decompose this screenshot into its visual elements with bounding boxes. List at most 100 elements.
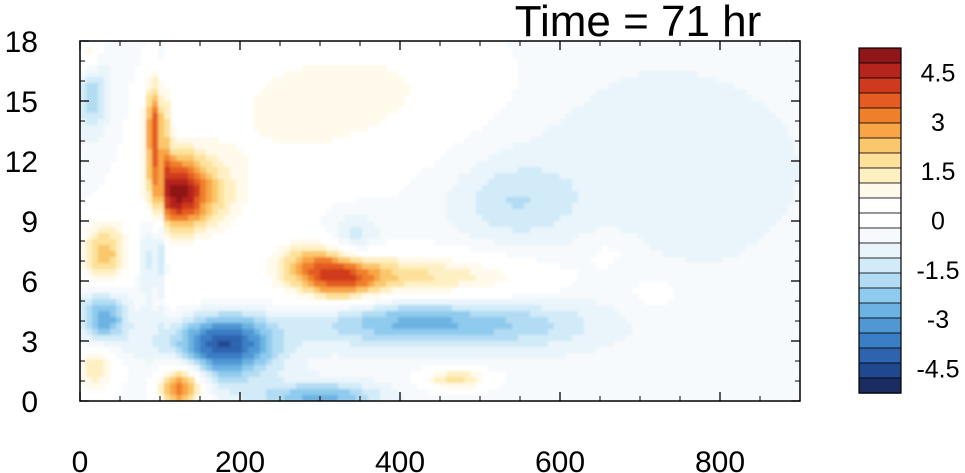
heatmap-cell <box>80 311 87 318</box>
heatmap-cell <box>590 155 597 162</box>
heatmap-cell <box>620 263 627 270</box>
heatmap-cell <box>440 317 447 324</box>
heatmap-cell <box>668 305 675 312</box>
heatmap-cell <box>512 305 519 312</box>
heatmap-cell <box>230 389 237 396</box>
heatmap-cell <box>326 275 333 282</box>
heatmap-cell <box>434 269 441 276</box>
heatmap-cell <box>494 227 501 234</box>
heatmap-cell <box>506 377 513 384</box>
heatmap-cell <box>200 359 207 366</box>
heatmap-cell <box>332 305 339 312</box>
heatmap-cell <box>386 77 393 84</box>
heatmap-cell <box>278 323 285 330</box>
heatmap-cell <box>746 239 753 246</box>
heatmap-cell <box>338 359 345 366</box>
heatmap-cell <box>518 95 525 102</box>
heatmap-cell <box>722 155 729 162</box>
heatmap-cell <box>188 335 195 342</box>
heatmap-cell <box>344 101 351 108</box>
heatmap-cell <box>566 203 573 210</box>
heatmap-cell <box>158 47 165 54</box>
heatmap-cell <box>692 257 699 264</box>
heatmap-cell <box>434 347 441 354</box>
heatmap-cell <box>554 377 561 384</box>
heatmap-cell <box>326 263 333 270</box>
heatmap-cell <box>650 371 657 378</box>
heatmap-cell <box>488 323 495 330</box>
heatmap-cell <box>92 335 99 342</box>
heatmap-cell <box>620 221 627 228</box>
heatmap-cell <box>212 347 219 354</box>
heatmap-cell <box>164 197 171 204</box>
heatmap-cell <box>746 365 753 372</box>
heatmap-cell <box>440 173 447 180</box>
heatmap-cell <box>632 293 639 300</box>
heatmap-cell <box>494 215 501 222</box>
heatmap-cell <box>140 155 147 162</box>
heatmap-cell <box>686 359 693 366</box>
heatmap-cell <box>716 371 723 378</box>
heatmap-cell <box>140 287 147 294</box>
heatmap-cell <box>716 41 723 48</box>
heatmap-cell <box>146 89 153 96</box>
heatmap-cell <box>236 335 243 342</box>
heatmap-cell <box>182 191 189 198</box>
heatmap-cell <box>620 275 627 282</box>
heatmap-cell <box>164 137 171 144</box>
heatmap-cell <box>620 281 627 288</box>
heatmap-cell <box>158 263 165 270</box>
heatmap-cell <box>536 53 543 60</box>
heatmap-cell <box>722 227 729 234</box>
heatmap-cell <box>710 329 717 336</box>
heatmap-cell <box>116 53 123 60</box>
heatmap-cell <box>464 221 471 228</box>
heatmap-cell <box>740 227 747 234</box>
heatmap-cell <box>260 329 267 336</box>
heatmap-cell <box>494 131 501 138</box>
heatmap-cell <box>350 371 357 378</box>
heatmap-cell <box>662 113 669 120</box>
heatmap-cell <box>122 89 129 96</box>
heatmap-cell <box>566 239 573 246</box>
heatmap-cell <box>638 131 645 138</box>
heatmap-cell <box>614 341 621 348</box>
heatmap-cell <box>506 161 513 168</box>
heatmap-cell <box>476 137 483 144</box>
heatmap-cell <box>542 185 549 192</box>
heatmap-cell <box>110 245 117 252</box>
heatmap-cell <box>104 107 111 114</box>
heatmap-cell <box>650 269 657 276</box>
heatmap-cell <box>740 125 747 132</box>
heatmap-cell <box>560 137 567 144</box>
heatmap-cell <box>92 221 99 228</box>
heatmap-cell <box>248 311 255 318</box>
heatmap-cell <box>632 71 639 78</box>
heatmap-cell <box>368 395 375 401</box>
heatmap-cell <box>662 269 669 276</box>
heatmap-cell <box>98 365 105 372</box>
heatmap-cell <box>542 83 549 90</box>
heatmap-cell <box>80 179 87 186</box>
heatmap-cell <box>596 377 603 384</box>
heatmap-cell <box>668 131 675 138</box>
heatmap-cell <box>170 131 177 138</box>
heatmap-cell <box>140 149 147 156</box>
heatmap-cell <box>338 281 345 288</box>
heatmap-cell <box>374 119 381 126</box>
heatmap-cell <box>152 335 159 342</box>
heatmap-cell <box>674 137 681 144</box>
heatmap-cell <box>536 155 543 162</box>
heatmap-cell <box>590 119 597 126</box>
heatmap-cell <box>572 233 579 240</box>
heatmap-cell <box>158 383 165 390</box>
heatmap-cell <box>656 83 663 90</box>
heatmap-cell <box>338 365 345 372</box>
heatmap-cell <box>272 371 279 378</box>
heatmap-cell <box>704 77 711 84</box>
heatmap-cell <box>152 173 159 180</box>
heatmap-cell <box>680 299 687 306</box>
heatmap-cell <box>620 377 627 384</box>
heatmap-cell <box>686 377 693 384</box>
heatmap-cell <box>362 197 369 204</box>
